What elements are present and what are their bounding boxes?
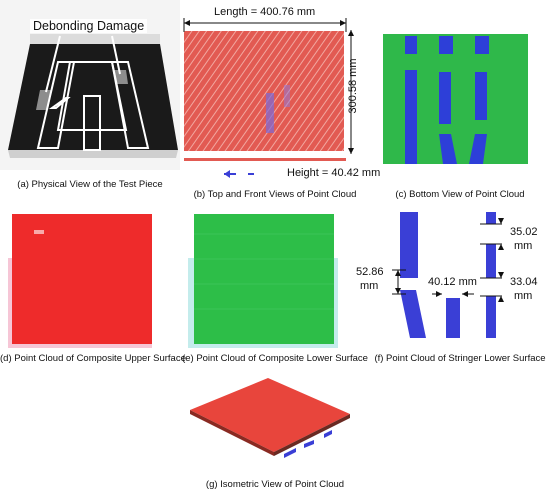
caption-c: (c) Bottom View of Point Cloud <box>395 189 525 200</box>
front-view-strip <box>184 158 346 178</box>
panel-e-lower-surface: (e) Point Cloud of Composite Lower Surfa… <box>180 210 370 364</box>
panel-d-upper-surface: (d) Point Cloud of Composite Upper Surfa… <box>0 210 186 364</box>
panel-g-isometric-view: (g) Isometric View of Point Cloud <box>180 370 370 497</box>
dim-top-unit: mm <box>514 240 533 252</box>
isometric-point-cloud <box>190 378 350 458</box>
panel-c-bottom-view: (c) Bottom View of Point Cloud <box>370 0 550 200</box>
caption-e: (e) Point Cloud of Composite Lower Surfa… <box>182 353 368 364</box>
dim-mid: 40.12 mm <box>428 276 477 288</box>
dim-bottom-value: 33.04 <box>510 276 538 288</box>
panel-b-top-front-view: Length = 400.76 mm 300.58 mm Height = 40… <box>180 0 380 200</box>
top-view-point-cloud <box>184 31 344 151</box>
caption-g: (g) Isometric View of Point Cloud <box>205 479 345 490</box>
debonding-damage-label: Debonding Damage <box>30 19 148 33</box>
caption-b: (b) Top and Front Views of Point Cloud <box>193 189 357 200</box>
length-arrow <box>183 18 347 32</box>
panel-f-stringer-lower-surface: 52.86 mm 40.12 mm 35.02 mm 33.04 mm (f) … <box>356 210 550 364</box>
dim-left-value: 52.86 <box>356 266 384 278</box>
bottom-view-point-cloud <box>383 34 528 164</box>
caption-f: (f) Point Cloud of Stringer Lower Surfac… <box>374 353 546 364</box>
stringer-point-cloud <box>392 212 504 338</box>
dim-bottom-unit: mm <box>514 290 533 302</box>
lower-surface-point-cloud <box>188 214 338 348</box>
height-arrow <box>348 30 354 154</box>
caption-d: (d) Point Cloud of Composite Upper Surfa… <box>0 353 186 364</box>
length-dimension: Length = 400.76 mm <box>214 6 316 18</box>
side-height-dimension: 300.58 mm <box>347 58 359 114</box>
upper-surface-point-cloud <box>8 214 152 348</box>
front-height-dimension: Height = 40.42 mm <box>287 167 381 179</box>
dim-left-unit: mm <box>360 280 379 292</box>
panel-a-physical-view: Debonding Damage (a) Physical View of th… <box>0 0 180 200</box>
dim-top-value: 35.02 <box>510 226 538 238</box>
caption-a: (a) Physical View of the Test Piece <box>17 179 163 190</box>
